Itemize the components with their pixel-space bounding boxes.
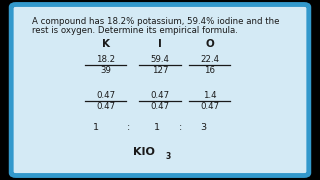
Text: 0.47: 0.47 — [96, 102, 115, 111]
Text: 3: 3 — [200, 123, 206, 132]
Text: A compound has 18.2% potassium, 59.4% iodine and the: A compound has 18.2% potassium, 59.4% io… — [32, 17, 279, 26]
Text: 18.2: 18.2 — [96, 55, 115, 64]
FancyBboxPatch shape — [11, 4, 309, 176]
Text: I: I — [158, 39, 162, 49]
Text: 3: 3 — [165, 152, 171, 161]
Text: KIO: KIO — [133, 147, 155, 157]
Text: K: K — [102, 39, 109, 49]
Text: 39: 39 — [100, 66, 111, 75]
Text: 0.47: 0.47 — [200, 102, 219, 111]
Text: 127: 127 — [152, 66, 168, 75]
Text: 0.47: 0.47 — [96, 91, 115, 100]
Text: O: O — [205, 39, 214, 49]
Text: 22.4: 22.4 — [200, 55, 219, 64]
Text: 1: 1 — [154, 123, 160, 132]
Text: 0.47: 0.47 — [150, 102, 170, 111]
Text: 0.47: 0.47 — [150, 91, 170, 100]
Text: 59.4: 59.4 — [150, 55, 170, 64]
Text: 1.4: 1.4 — [203, 91, 216, 100]
Text: 16: 16 — [204, 66, 215, 75]
Text: rest is oxygen. Determine its empirical formula.: rest is oxygen. Determine its empirical … — [32, 26, 238, 35]
Text: :: : — [179, 123, 182, 132]
Text: :: : — [126, 123, 130, 132]
Text: 1: 1 — [93, 123, 99, 132]
